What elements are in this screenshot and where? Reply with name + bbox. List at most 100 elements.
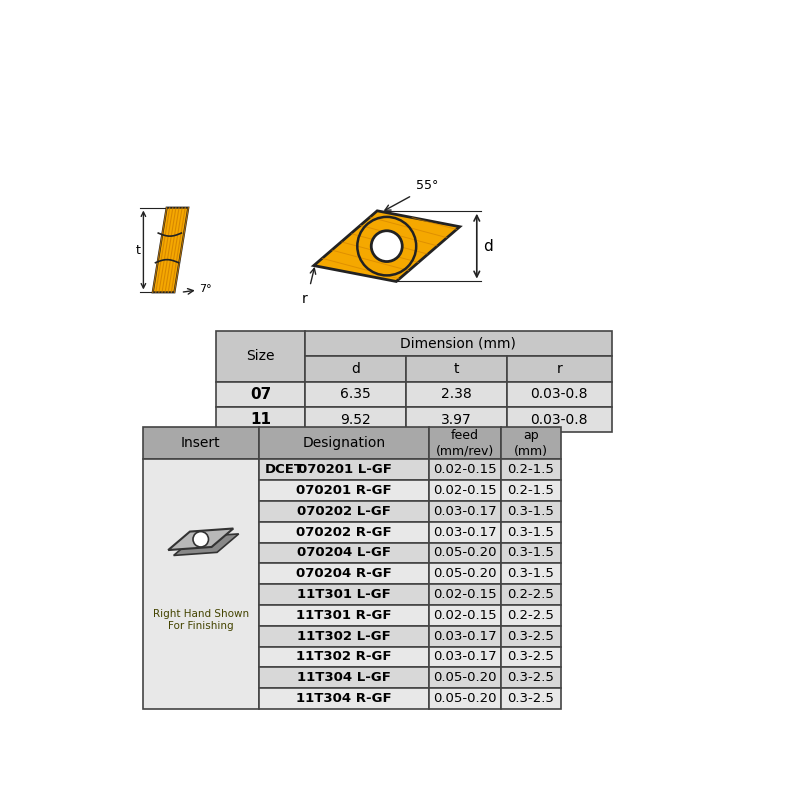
Bar	[430, 646, 501, 667]
Bar	[501, 522, 561, 542]
Text: 6.35: 6.35	[340, 387, 371, 402]
Bar	[430, 667, 501, 688]
Bar	[259, 427, 430, 459]
Text: ap
(mm): ap (mm)	[514, 429, 548, 458]
Bar	[430, 480, 501, 501]
Text: 0.2-2.5: 0.2-2.5	[507, 609, 554, 622]
Bar	[430, 584, 501, 605]
Text: 0.03-0.8: 0.03-0.8	[530, 413, 588, 426]
Text: 11T304 R-GF: 11T304 R-GF	[296, 692, 392, 705]
Bar	[259, 501, 430, 522]
Text: For Finishing: For Finishing	[168, 621, 234, 630]
Bar	[406, 382, 507, 407]
Bar	[501, 459, 561, 480]
Text: 070202 L-GF: 070202 L-GF	[297, 505, 391, 518]
Bar	[259, 459, 430, 480]
Text: Right Hand Shown: Right Hand Shown	[153, 609, 249, 619]
Text: 0.03-0.17: 0.03-0.17	[434, 505, 497, 518]
Text: DCET: DCET	[265, 463, 304, 476]
Bar	[430, 563, 501, 584]
Bar	[430, 542, 501, 563]
Text: 070202 R-GF: 070202 R-GF	[296, 526, 392, 538]
Bar	[259, 522, 430, 542]
Bar	[259, 480, 430, 501]
Text: 0.05-0.20: 0.05-0.20	[434, 567, 497, 580]
Text: 0.2-1.5: 0.2-1.5	[507, 484, 554, 497]
Bar	[259, 626, 430, 646]
Bar	[216, 331, 306, 382]
Text: Size: Size	[246, 350, 275, 363]
Bar	[259, 605, 430, 626]
Text: 11T301 R-GF: 11T301 R-GF	[296, 609, 392, 622]
Text: Insert: Insert	[181, 436, 221, 450]
Bar	[430, 501, 501, 522]
Text: 070201 L-GF: 070201 L-GF	[298, 463, 391, 476]
Bar	[259, 584, 430, 605]
Polygon shape	[168, 529, 234, 550]
Bar	[259, 667, 430, 688]
Bar	[501, 688, 561, 709]
Text: 11T304 L-GF: 11T304 L-GF	[297, 671, 391, 684]
Bar	[259, 688, 430, 709]
Text: 0.05-0.20: 0.05-0.20	[434, 671, 497, 684]
Text: r: r	[556, 362, 562, 376]
Text: 0.05-0.20: 0.05-0.20	[434, 546, 497, 559]
Text: t: t	[454, 362, 459, 376]
Bar	[216, 407, 306, 433]
Text: Designation: Designation	[302, 436, 386, 450]
Bar	[501, 584, 561, 605]
Bar	[501, 563, 561, 584]
Text: 070201 R-GF: 070201 R-GF	[296, 484, 392, 497]
Text: 0.02-0.15: 0.02-0.15	[434, 588, 497, 601]
Bar	[501, 626, 561, 646]
Text: 0.2-1.5: 0.2-1.5	[507, 463, 554, 476]
Text: 9.52: 9.52	[340, 413, 371, 426]
Text: 0.03-0.8: 0.03-0.8	[530, 387, 588, 402]
Polygon shape	[314, 211, 460, 282]
Bar	[430, 688, 501, 709]
Text: 0.2-2.5: 0.2-2.5	[507, 588, 554, 601]
Bar	[142, 427, 259, 459]
Text: 0.3-2.5: 0.3-2.5	[507, 692, 554, 705]
Bar	[306, 331, 611, 356]
Text: 11: 11	[250, 412, 271, 427]
Bar	[430, 626, 501, 646]
Text: 0.3-2.5: 0.3-2.5	[507, 671, 554, 684]
Bar	[501, 480, 561, 501]
Text: 0.03-0.17: 0.03-0.17	[434, 650, 497, 663]
Text: 0.3-2.5: 0.3-2.5	[507, 630, 554, 642]
Text: 0.02-0.15: 0.02-0.15	[434, 463, 497, 476]
Text: 3.97: 3.97	[441, 413, 472, 426]
Bar	[306, 382, 406, 407]
Text: 55°: 55°	[416, 178, 438, 191]
Bar	[259, 646, 430, 667]
Bar	[430, 427, 501, 459]
Bar	[501, 667, 561, 688]
Text: t: t	[136, 243, 141, 257]
Bar	[501, 542, 561, 563]
Text: d: d	[483, 238, 493, 254]
Text: 11T302 R-GF: 11T302 R-GF	[296, 650, 392, 663]
Text: 2.38: 2.38	[441, 387, 472, 402]
Text: 0.02-0.15: 0.02-0.15	[434, 484, 497, 497]
Bar	[507, 356, 611, 382]
Text: 0.02-0.15: 0.02-0.15	[434, 609, 497, 622]
Bar	[507, 382, 611, 407]
Bar	[430, 522, 501, 542]
Bar	[259, 563, 430, 584]
Bar	[507, 407, 611, 433]
Polygon shape	[153, 208, 188, 292]
Text: 0.3-1.5: 0.3-1.5	[507, 505, 554, 518]
Text: 070204 L-GF: 070204 L-GF	[297, 546, 391, 559]
Text: 0.03-0.17: 0.03-0.17	[434, 630, 497, 642]
Text: r: r	[302, 292, 307, 306]
Bar	[306, 407, 406, 433]
Circle shape	[371, 230, 402, 262]
Text: 070204 R-GF: 070204 R-GF	[296, 567, 392, 580]
Bar	[501, 501, 561, 522]
Bar	[142, 459, 259, 709]
Bar	[501, 605, 561, 626]
Text: Dimension (mm): Dimension (mm)	[401, 337, 516, 350]
Text: 7°: 7°	[199, 284, 212, 294]
Bar	[501, 646, 561, 667]
